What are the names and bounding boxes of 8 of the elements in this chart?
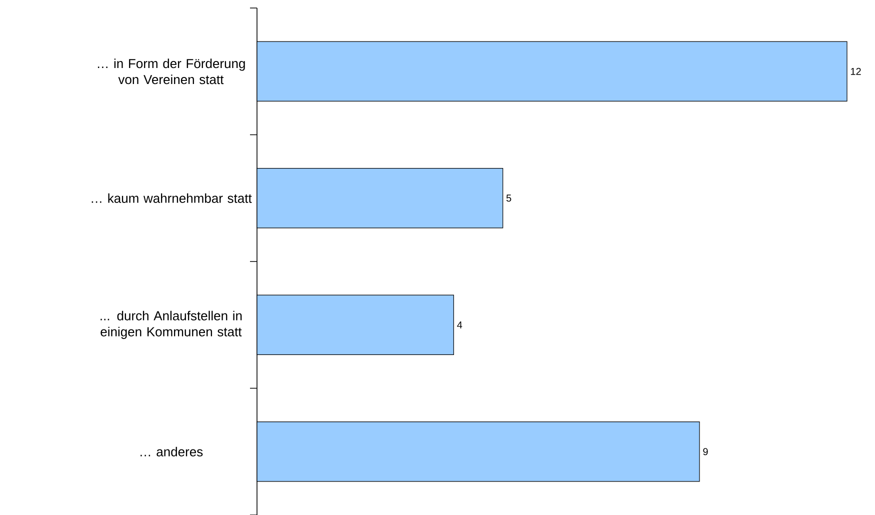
y-tick-label: … kaum wahrnehmbar statt: [92, 193, 252, 203]
data-label: 5: [506, 194, 512, 202]
y-tick-label: … in Form der Förderung von Vereinen statt: [98, 58, 245, 84]
data-label: 4: [457, 321, 462, 328]
data-label: 12: [850, 68, 861, 75]
y-tick-label: … anderes: [140, 446, 203, 456]
y-tick-label: ... durch Anlaufstellen in einigen Kommunen statt: [100, 310, 242, 339]
data-label: 9: [703, 448, 708, 456]
